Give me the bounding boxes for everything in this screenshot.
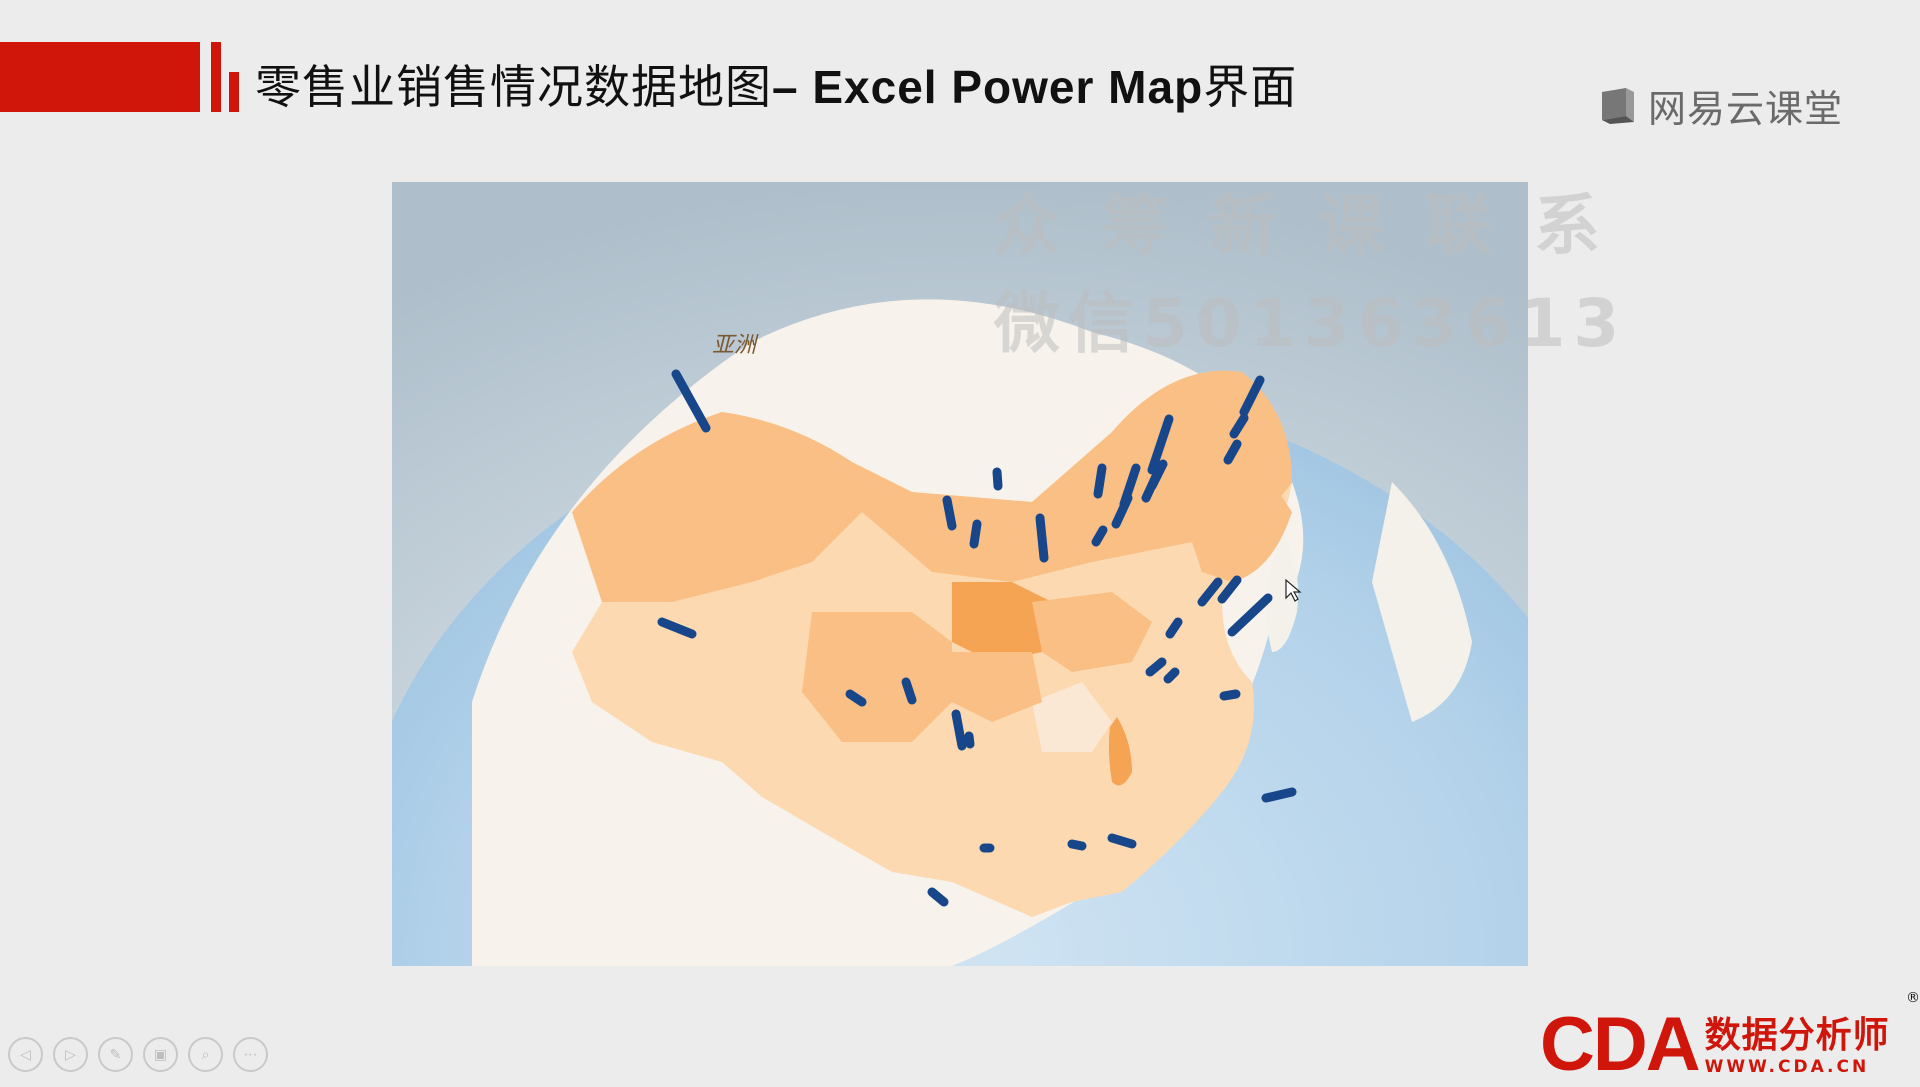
power-map-view[interactable]: 亚洲 xyxy=(392,182,1528,966)
cda-logo: CDA 数据分析师 WWW.CDA.CN xyxy=(1540,998,1890,1087)
sales-bar xyxy=(1091,525,1108,547)
sales-bar xyxy=(1093,463,1107,499)
landmass-korea xyxy=(1266,532,1298,652)
title-accent-bar-short xyxy=(229,72,239,112)
netease-brand: 网易云课堂 xyxy=(1598,80,1844,131)
title-accent-bar xyxy=(211,42,221,112)
region-sichuan xyxy=(802,612,952,742)
sales-bar xyxy=(1223,439,1242,465)
sales-bar xyxy=(1067,839,1087,851)
sales-bar xyxy=(671,369,711,433)
region-central-east xyxy=(1032,592,1152,672)
sales-bar xyxy=(1163,667,1180,684)
sales-bar xyxy=(1217,575,1242,604)
sales-bar xyxy=(1107,833,1137,849)
sales-bar xyxy=(964,731,975,749)
cda-logo-mark: CDA xyxy=(1540,1002,1701,1087)
book-icon xyxy=(1602,88,1634,124)
more-options-button[interactable]: ⋯ xyxy=(233,1037,268,1072)
cda-logo-text: 数据分析师 xyxy=(1704,1015,1890,1056)
map-canvas[interactable]: 亚洲 xyxy=(392,182,1528,966)
cda-logo-url: WWW.CDA.CN xyxy=(1704,1057,1870,1077)
brand-name: 网易云课堂 xyxy=(1648,86,1844,131)
region-henan xyxy=(952,652,1042,722)
pen-icon: ✎ xyxy=(109,1046,122,1063)
registered-mark: ® xyxy=(1906,990,1920,1006)
sales-bars xyxy=(657,369,1297,907)
sales-bar xyxy=(969,519,982,549)
chevron-right-icon: ▷ xyxy=(65,1046,76,1063)
sales-bar xyxy=(1219,689,1241,701)
title-cn: 零售业销售情况数据地图 xyxy=(255,60,772,114)
sales-bar xyxy=(942,495,957,531)
slide-title: 零售业销售情况数据地图– Excel Power Map界面 xyxy=(255,52,1297,122)
sales-bar xyxy=(1141,467,1163,503)
sales-bar xyxy=(951,709,967,751)
pen-tool-button[interactable]: ✎ xyxy=(98,1037,133,1072)
grid-icon: ▣ xyxy=(153,1046,168,1063)
region-northeast xyxy=(1192,482,1292,582)
mouse-cursor xyxy=(1285,578,1302,602)
watermark-line-1: 众筹新课联系 xyxy=(994,187,1642,264)
sales-bar xyxy=(1261,787,1297,803)
title-en: – Excel Power Map xyxy=(772,61,1204,113)
ellipsis-icon: ⋯ xyxy=(243,1046,258,1063)
sales-bar xyxy=(1165,617,1183,639)
sales-bar xyxy=(927,887,949,907)
sales-bar xyxy=(845,689,867,707)
title-suffix: 界面 xyxy=(1203,60,1298,114)
sales-bar xyxy=(1145,657,1167,677)
sales-bar xyxy=(1147,414,1174,475)
zoom-button[interactable]: ⌕ xyxy=(188,1037,223,1072)
sales-bar xyxy=(1239,375,1265,417)
region-hainan xyxy=(910,848,954,876)
sales-bar xyxy=(1229,413,1249,439)
region-hunan xyxy=(1032,682,1112,752)
sales-bar xyxy=(1111,493,1133,529)
sales-bar xyxy=(657,617,697,639)
magnifier-icon: ⌕ xyxy=(201,1046,210,1063)
landmass-japan xyxy=(1372,482,1472,722)
see-all-slides-button[interactable]: ▣ xyxy=(143,1037,178,1072)
region-north xyxy=(852,370,1292,582)
sales-bar xyxy=(1227,593,1273,637)
title-accent-block xyxy=(0,42,200,112)
region-shanxi xyxy=(952,582,1052,662)
sales-bar xyxy=(901,677,917,705)
sales-bar xyxy=(992,467,1003,491)
chevron-left-icon: ◁ xyxy=(20,1046,31,1063)
sales-bar xyxy=(1035,513,1049,563)
region-taiwan xyxy=(1108,717,1132,786)
continent-label: 亚洲 xyxy=(712,333,759,358)
next-slide-button[interactable]: ▷ xyxy=(53,1037,88,1072)
slideshow-controls: ◁ ▷ ✎ ▣ ⌕ ⋯ xyxy=(8,1037,268,1072)
sales-bar xyxy=(1197,577,1223,607)
watermark-line-2: 微信501363613 xyxy=(994,285,1628,362)
previous-slide-button[interactable]: ◁ xyxy=(8,1037,43,1072)
region-xinjiang xyxy=(572,412,862,602)
